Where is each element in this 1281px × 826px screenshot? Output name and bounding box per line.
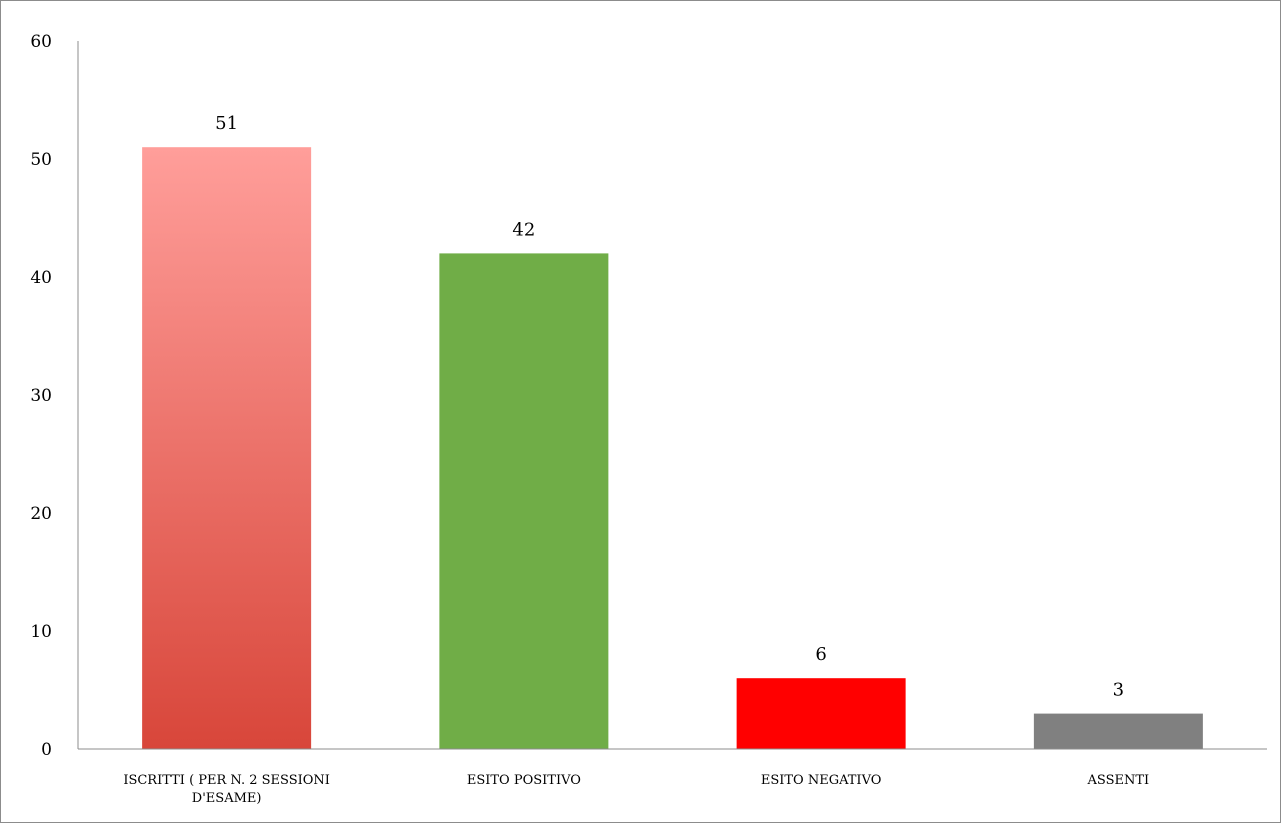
y-tick-labels: 0 10 20 30 40 50 60 (30, 32, 52, 760)
y-tick-label-1: 10 (30, 622, 52, 642)
y-tick-label-2: 20 (30, 504, 52, 524)
data-label-3: 3 (1113, 680, 1124, 701)
x-tick-label-1: ESITO POSITIVO (467, 773, 581, 788)
y-tick-label-6: 60 (30, 32, 52, 52)
y-tick-label-3: 30 (30, 386, 52, 406)
bar-2 (736, 678, 906, 749)
x-tick-label-3: ASSENTI (1087, 773, 1150, 788)
data-label-0: 51 (215, 113, 238, 134)
data-label-2: 6 (815, 644, 826, 665)
bars-layer (142, 147, 1203, 749)
axes-layer (77, 41, 1267, 750)
x-tick-label-0: ISCRITTI ( PER N. 2 SESSIONI D'ESAME) (123, 773, 330, 806)
y-tick-label-4: 40 (30, 268, 52, 288)
data-labels-layer: 51 42 6 3 (215, 113, 1124, 700)
bar-0 (142, 147, 312, 749)
bar-1 (439, 253, 609, 749)
bar-3 (1033, 713, 1203, 749)
data-label-1: 42 (512, 219, 535, 240)
x-tick-label-2: ESITO NEGATIVO (761, 773, 882, 788)
y-tick-label-0: 0 (41, 740, 52, 760)
y-tick-label-5: 50 (30, 150, 52, 170)
x-tick-labels: ISCRITTI ( PER N. 2 SESSIONI D'ESAME) ESIT… (123, 773, 1149, 806)
